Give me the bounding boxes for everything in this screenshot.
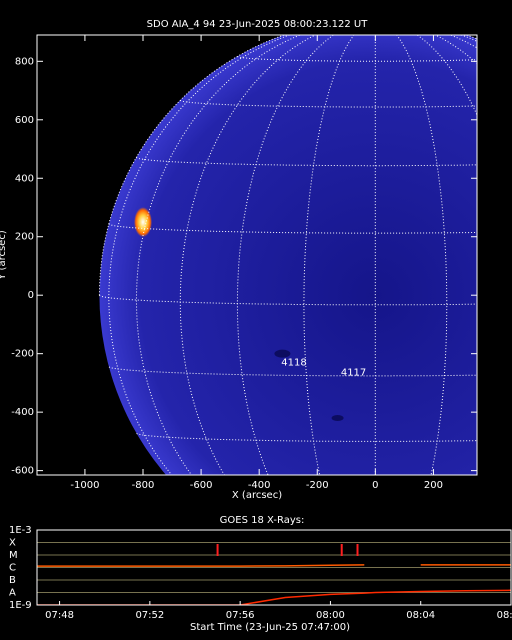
y-tick-label: C [9,563,16,574]
x-tick-label: 07:52 [135,610,164,621]
x-tick-label: -800 [132,480,155,491]
y-tick-label: B [9,575,16,586]
y-tick-label: X [9,538,16,549]
x-tick-label: -400 [248,480,271,491]
y-tick-label: 0 [28,290,34,301]
y-tick-label: 1E-9 [9,600,32,611]
grid-line [108,223,477,234]
series-line [37,564,511,567]
dark-spot [331,414,344,421]
y-tick-label: 200 [15,232,34,243]
grid-line [98,294,477,306]
grid-line [98,35,286,296]
dark-spot [274,349,291,358]
x-tick-label: -1000 [70,480,99,491]
flare [134,207,153,238]
goes-plot [37,530,512,605]
y-tick-label: 800 [15,56,34,67]
y-tick-label: 1E-3 [9,525,32,536]
solar-map [98,35,477,475]
x-tick-label: 200 [424,480,443,491]
map-title: SDO AIA_4 94 23-Jun-2025 08:00:23.122 UT [147,19,369,30]
x-axis-label: X (arcsec) [232,490,282,501]
x-tick-label: 08:00 [316,610,345,621]
y-tick-label: 400 [15,173,34,184]
x-tick-label: 08:04 [406,610,435,621]
x-tick-label: -600 [190,480,213,491]
series-line [37,589,512,605]
region-label: 4118 [281,357,306,368]
x-tick-label: -200 [306,480,329,491]
y-tick-label: -200 [11,349,34,360]
y-tick-label: 600 [15,115,34,126]
grid-line [108,366,477,377]
x-tick-label: 07:56 [226,610,255,621]
grid-line [303,35,355,475]
map-frame [36,34,478,476]
grid-line [179,100,477,108]
region-label: 4117 [341,368,366,379]
y-axis-label: Y (arcsec) [0,230,8,281]
goes-x-label: Start Time (23-Jun-25 07:47:00) [190,622,350,633]
goes-title: GOES 18 X-Rays: [220,515,305,526]
y-tick-label: -400 [11,407,34,418]
x-tick-label: 07:48 [45,610,74,621]
y-tick-label: M [9,550,18,561]
sun-disk [99,35,477,475]
x-tick-label: 0 [372,480,378,491]
grid-line [396,35,448,475]
y-tick-label: -600 [11,466,34,477]
goes-frame [36,529,512,606]
y-tick-label: A [9,588,16,599]
grid-line [236,56,477,62]
x-tick-label: 08:08 [497,610,512,621]
